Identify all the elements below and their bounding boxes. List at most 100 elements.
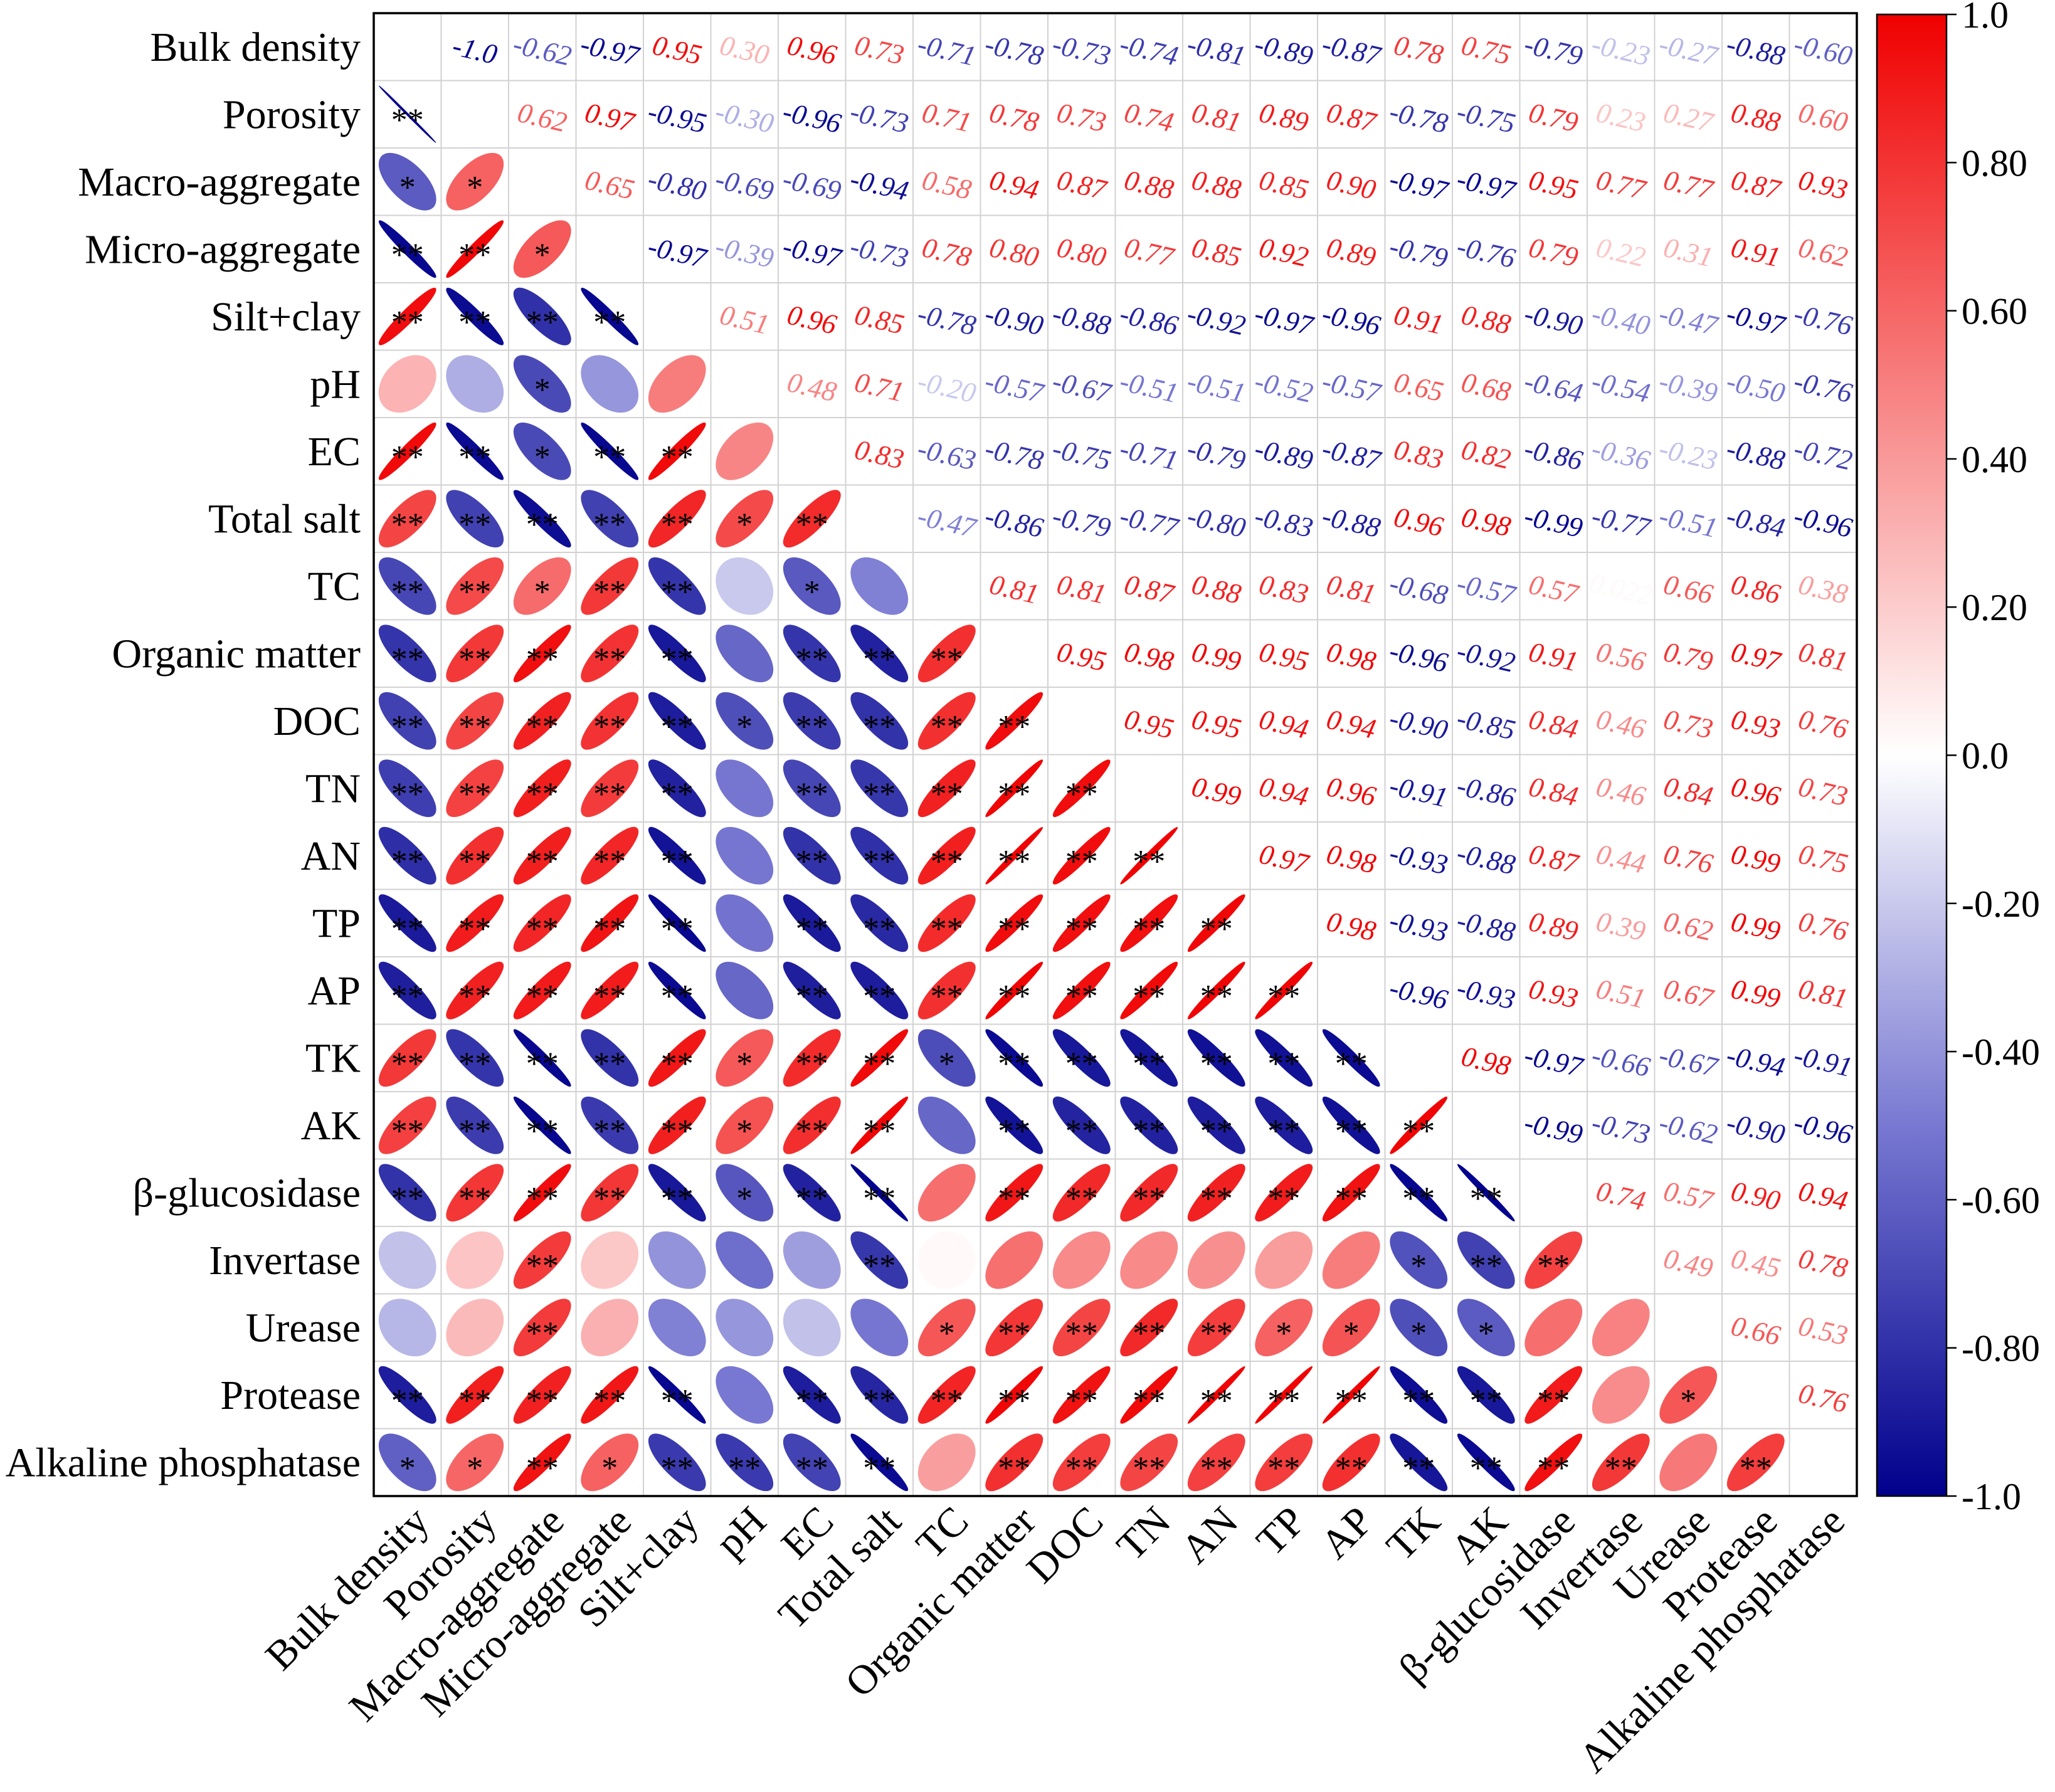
correlation-value-ap-urease: 0.67	[1661, 973, 1717, 1015]
significance-stars: **	[1267, 1383, 1300, 1419]
correlation-ellipse-protease-doc	[1052, 1366, 1111, 1424]
correlation-value-micro-aggregate-beta-glucosidase: 0.79	[1526, 231, 1581, 273]
correlation-value-organic-matter-an: 0.99	[1189, 636, 1244, 677]
correlation-value-ak-invertase: -0.73	[1588, 1107, 1653, 1151]
significance-stars: **	[593, 1046, 626, 1082]
correlation-ellipse-total-salt-porosity	[446, 490, 504, 548]
correlation-ellipse-alkaline-phosphatase-macro-aggregate	[513, 1433, 571, 1492]
correlation-ellipse-beta-glucosidase-ak	[1457, 1164, 1515, 1222]
correlation-ellipse-invertase-ak	[1457, 1231, 1515, 1289]
correlation-value-tn-beta-glucosidase: 0.84	[1526, 771, 1581, 812]
correlation-value-silt-plus-clay-ak: 0.88	[1459, 299, 1514, 340]
correlation-ellipse-ak-micro-aggregate	[581, 1096, 639, 1154]
correlation-ellipse-alkaline-phosphatase-silt-plus-clay	[648, 1433, 706, 1492]
significance-stars: **	[1133, 911, 1165, 947]
correlation-ellipse-ap-organic-matter	[985, 961, 1043, 1020]
correlation-ellipse-invertase-micro-aggregate	[581, 1231, 639, 1289]
colorbar-tick-label: -0.60	[1962, 1179, 2040, 1221]
significance-stars: **	[796, 1383, 828, 1419]
significance-stars: **	[796, 1114, 828, 1149]
correlation-ellipse-ak-doc	[1052, 1096, 1111, 1154]
colorbar-tick-label: 0.0	[1962, 735, 2009, 777]
correlation-ellipse-ap-tn	[1120, 961, 1178, 1020]
correlation-value-an-alkaline-phosphatase: 0.75	[1795, 838, 1851, 880]
significance-stars: **	[1537, 1450, 1570, 1486]
correlation-value-tp-tk: -0.93	[1387, 904, 1451, 948]
correlation-value-silt-plus-clay-tk: 0.91	[1391, 299, 1446, 340]
correlation-value-porosity-ec: -0.96	[779, 95, 844, 139]
correlation-ellipse-urease-ph	[716, 1299, 774, 1357]
correlation-ellipse-silt-plus-clay-porosity	[446, 287, 504, 345]
correlation-ellipse-tk-macro-aggregate	[513, 1029, 571, 1087]
correlation-ellipse-beta-glucosidase-tk	[1390, 1164, 1448, 1222]
correlation-value-bulk-density-porosity: -1.0	[450, 29, 500, 70]
correlation-ellipse-tp-tn	[1120, 894, 1178, 952]
row-label-bulk-density: Bulk density	[150, 24, 361, 70]
correlation-ellipse-tp-macro-aggregate	[513, 894, 571, 952]
row-label-ap: AP	[308, 968, 361, 1014]
correlation-value-bulk-density-organic-matter: -0.78	[982, 28, 1047, 72]
significance-stars: **	[391, 1114, 424, 1149]
significance-stars: **	[391, 979, 424, 1015]
correlation-ellipse-protease-tp	[1255, 1366, 1313, 1424]
correlation-ellipse-ec-ph	[716, 422, 774, 480]
correlation-ellipse-tp-an	[1187, 894, 1245, 952]
row-label-ph: pH	[310, 361, 361, 407]
significance-stars: **	[661, 1181, 694, 1216]
correlation-ellipse-micro-aggregate-porosity	[446, 220, 504, 278]
correlation-ellipse-micro-aggregate-bulk-density	[378, 220, 436, 278]
correlation-value-micro-aggregate-ec: -0.97	[779, 230, 845, 274]
correlation-value-porosity-doc: 0.73	[1054, 97, 1109, 138]
significance-stars: **	[998, 1046, 1030, 1082]
correlation-value-total-salt-an: -0.80	[1184, 500, 1249, 544]
correlation-ellipse-tp-doc	[1052, 894, 1111, 952]
significance-stars: **	[998, 1383, 1030, 1419]
correlation-value-tn-tk: -0.91	[1387, 769, 1451, 813]
correlation-ellipse-invertase-ap	[1322, 1231, 1380, 1289]
correlation-value-macro-aggregate-micro-aggregate: 0.65	[582, 164, 637, 206]
significance-stars: *	[736, 1181, 753, 1216]
correlation-ellipse-invertase-beta-glucosidase	[1524, 1231, 1583, 1289]
correlation-value-total-salt-alkaline-phosphatase: -0.96	[1791, 500, 1856, 544]
correlation-ellipse-urease-macro-aggregate	[513, 1299, 571, 1357]
significance-stars: **	[1470, 1181, 1503, 1216]
correlation-ellipse-tk-tn	[1120, 1029, 1178, 1087]
correlation-value-silt-plus-clay-an: -0.92	[1184, 298, 1249, 342]
significance-stars: **	[458, 507, 491, 542]
correlation-ellipse-alkaline-phosphatase-total-salt	[850, 1433, 909, 1492]
correlation-ellipse-invertase-silt-plus-clay	[648, 1231, 706, 1289]
correlation-value-porosity-micro-aggregate: 0.97	[582, 97, 638, 139]
correlation-value-tk-ak: 0.98	[1459, 1040, 1514, 1082]
column-label-tp: TP	[1248, 1498, 1314, 1564]
colorbar-tick-label: -0.80	[1962, 1328, 2040, 1369]
correlation-ellipse-protease-tk	[1390, 1366, 1448, 1424]
correlation-ellipse-alkaline-phosphatase-doc	[1052, 1433, 1111, 1492]
correlation-ellipse-ph-bulk-density	[378, 355, 436, 413]
significance-stars: **	[1065, 1114, 1098, 1149]
correlation-value-bulk-density-tn: -0.74	[1117, 28, 1181, 72]
colorbar-tick-label: 0.80	[1962, 142, 2027, 184]
correlation-ellipse-ph-silt-plus-clay	[648, 355, 706, 413]
significance-stars: **	[593, 844, 626, 880]
correlation-value-ph-tk: 0.65	[1391, 366, 1446, 408]
correlation-value-macro-aggregate-total-salt: -0.94	[847, 163, 912, 207]
correlation-ellipse-an-doc	[1052, 826, 1111, 885]
correlation-ellipse-beta-glucosidase-bulk-density	[378, 1164, 436, 1222]
correlation-value-invertase-urease: 0.49	[1661, 1243, 1716, 1284]
correlation-value-ap-protease: 0.99	[1728, 973, 1783, 1015]
significance-stars: *	[467, 170, 483, 206]
correlation-ellipse-tk-tp	[1255, 1029, 1313, 1087]
significance-stars: *	[399, 1450, 416, 1486]
correlation-value-tn-invertase: 0.46	[1593, 771, 1649, 813]
significance-stars: **	[1200, 1450, 1233, 1486]
correlation-ellipse-tp-micro-aggregate	[581, 894, 639, 952]
correlation-value-ph-alkaline-phosphatase: -0.76	[1791, 365, 1856, 409]
correlation-value-micro-aggregate-total-salt: -0.73	[847, 230, 912, 274]
correlation-ellipse-tp-bulk-density	[378, 894, 436, 952]
significance-stars: **	[526, 979, 559, 1015]
significance-stars: *	[534, 237, 551, 273]
correlation-value-tc-protease: 0.86	[1728, 569, 1783, 611]
significance-stars: **	[863, 911, 895, 947]
significance-stars: **	[863, 1114, 895, 1149]
